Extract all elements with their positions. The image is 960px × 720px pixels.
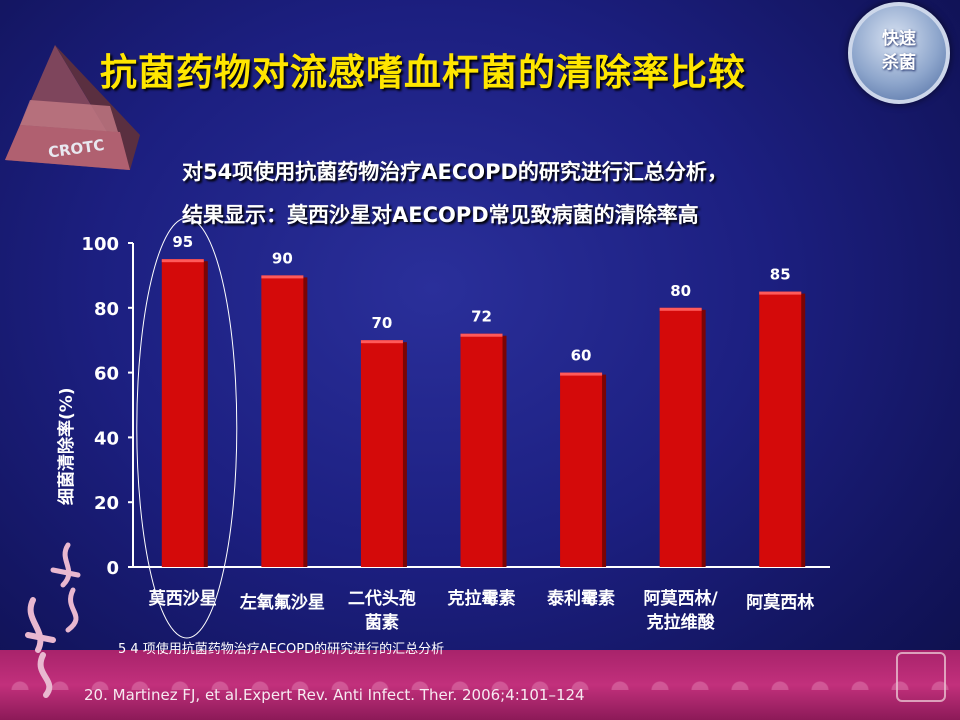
data-label: 72 [471, 308, 492, 326]
x-tick-label: 莫西沙星 [148, 589, 217, 609]
bar [659, 307, 702, 567]
seal-stamp [896, 652, 946, 702]
chart-footnote: 5 4 项使用抗菌药物治疗AECOPD的研究进行的汇总分析 [118, 642, 445, 657]
subtitle-line1: 对54项使用抗菌药物治疗AECOPD的研究进行汇总分析， [182, 160, 728, 184]
bar-top-highlight [360, 340, 403, 344]
data-label: 70 [371, 314, 392, 332]
bar-top-highlight [759, 291, 802, 295]
bar [360, 340, 403, 567]
band-pattern [0, 650, 960, 720]
x-tick-label: 二代头孢 [348, 588, 416, 609]
bar [161, 259, 204, 567]
bar [759, 291, 802, 567]
data-label: 95 [172, 233, 193, 251]
y-tick-label: 80 [94, 299, 119, 320]
badge-line1: 快速 [882, 29, 916, 49]
y-tick-label: 60 [94, 364, 119, 385]
calligraphy-decoration [25, 542, 81, 698]
bar [261, 275, 304, 567]
bar-top-highlight [560, 372, 603, 376]
x-tick-label: 泰利霉素 [547, 588, 615, 609]
data-label: 85 [770, 266, 791, 284]
quick-kill-badge: 快速 杀菌 [848, 2, 950, 104]
bar [560, 372, 603, 567]
crotc-logo: CROTC [5, 45, 140, 170]
subtitle-line2: 结果显示：莫西沙星对AECOPD常见致病菌的清除率高 [182, 203, 699, 227]
chart-bars [161, 259, 806, 567]
reference-citation: 20. Martinez FJ, et al.Expert Rev. Anti … [84, 686, 585, 704]
x-tick-label: 阿莫西林/ [644, 588, 719, 609]
page-title: 抗菌药物对流感嗜血杆菌的清除率比较 [100, 51, 746, 94]
decorative-bottom-band [0, 650, 960, 720]
x-tick-label: 左氧氟沙星 [240, 592, 325, 613]
badge-line2: 杀菌 [882, 53, 916, 73]
y-tick-label: 20 [94, 493, 119, 514]
x-tick-label: 克拉维酸 [647, 612, 716, 633]
y-tick-label: 40 [94, 428, 119, 449]
bar-top-highlight [460, 333, 503, 337]
bar [460, 333, 503, 567]
y-tick-label: 0 [106, 558, 119, 579]
x-tick-label: 克拉霉素 [448, 588, 516, 609]
bar-top-highlight [161, 259, 204, 263]
chart-axes: 0 20 40 60 80 100 [81, 234, 830, 579]
data-label: 90 [272, 249, 293, 267]
y-tick-label: 100 [81, 234, 119, 255]
data-label: 60 [571, 347, 592, 365]
bar-top-highlight [659, 307, 702, 311]
y-axis-label: 细菌清除率(%) [57, 387, 77, 505]
x-tick-label: 阿莫西林 [746, 592, 814, 613]
highlight-ellipse [136, 217, 238, 639]
x-tick-label: 菌素 [365, 613, 399, 633]
data-label: 80 [670, 282, 691, 300]
bar-top-highlight [261, 275, 304, 279]
